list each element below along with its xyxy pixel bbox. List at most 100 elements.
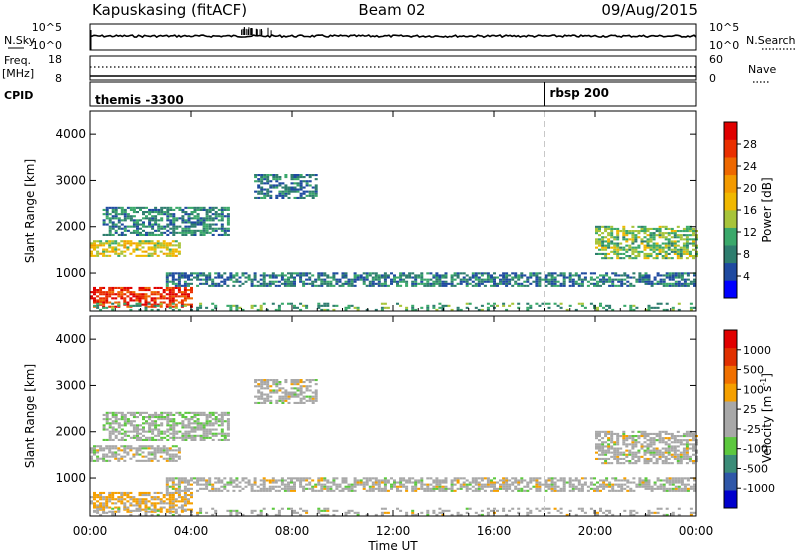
velocity-cell-5-1908	[260, 393, 264, 396]
power-cell-3-1242	[493, 278, 496, 281]
power-cell-1-372	[177, 244, 181, 247]
power-cell-1-225	[93, 254, 96, 257]
power-cell-3-1178	[450, 274, 454, 277]
power-cell-4-1637	[622, 234, 626, 237]
power-cell-3-1084	[390, 278, 393, 281]
power-cell-3-1379	[583, 278, 587, 281]
power-cell-3-1360	[571, 284, 575, 287]
power-cell-2-390	[108, 229, 112, 232]
velocity-cell-5-1904	[257, 379, 261, 382]
velocity-cell-3-799	[193, 481, 196, 484]
power-cell-4-1690	[637, 225, 641, 228]
power-cell-4-1579	[604, 225, 608, 228]
velocity-cell-3-1205	[471, 481, 475, 484]
velocity-cell-6-2093	[229, 513, 233, 516]
velocity-cell-3-1442	[632, 489, 636, 492]
velocity-cell-1-244	[102, 453, 106, 456]
power-cell-3-1516	[680, 282, 684, 285]
power-cell-2-636	[190, 213, 194, 216]
velocity-cell-3-1267	[508, 483, 512, 486]
velocity-cell-2-492	[142, 416, 145, 419]
power-cell-3-1419	[614, 278, 618, 281]
power-cell-3-909	[274, 276, 278, 279]
power-cell-2-729	[220, 217, 224, 220]
power-cell-3-1112	[411, 284, 415, 287]
power-cell-3-1094	[399, 284, 403, 287]
power-cell-6-2097	[235, 308, 239, 311]
power-cell-1-338	[159, 246, 163, 249]
power-cell-3-1472	[653, 276, 657, 279]
velocity-cell-4-1783	[664, 437, 668, 440]
velocity-cell-1-294	[132, 447, 136, 450]
power-cell-3-1004	[338, 280, 342, 283]
power-cell-6-2103	[250, 304, 254, 307]
power-cell-5-2006	[299, 184, 303, 187]
velocity-cell-6-2195	[493, 507, 496, 510]
power-cell-3-1410	[608, 280, 612, 283]
xtick-0: 00:00	[73, 524, 108, 538]
velocity-cell-6-2086	[199, 507, 203, 510]
velocity-cell-5-2003	[299, 397, 303, 400]
velocity-cell-4-1800	[670, 449, 674, 452]
power-cell-3-1329	[550, 278, 554, 281]
power-cell-5-1979	[290, 188, 294, 191]
power-cell-4-1824	[676, 240, 680, 243]
power-cell-0-32	[105, 301, 109, 304]
velocity-cell-2-659	[199, 438, 203, 441]
velocity-colorbar-block-1	[724, 472, 737, 491]
velocity-cell-1-357	[168, 447, 172, 450]
power-cell-4-1601	[610, 225, 614, 228]
velocity-cell-5-2033	[311, 395, 315, 398]
power-cell-2-436	[123, 229, 127, 232]
power-cell-3-1369	[577, 284, 581, 287]
velocity-cell-4-1662	[631, 453, 635, 456]
velocity-cell-5-1974	[287, 397, 291, 400]
velocity-cell-2-569	[169, 428, 173, 431]
power-cell-2-669	[202, 231, 206, 234]
power-cell-4-1801	[670, 242, 674, 245]
power-cell-4-1743	[655, 257, 659, 260]
power-cell-3-1412	[608, 276, 612, 279]
power-cell-3-1482	[662, 282, 666, 285]
power-cell-3-1267	[508, 278, 512, 281]
velocity-cell-3-1027	[353, 481, 357, 484]
power-cell-5-1935	[269, 186, 273, 189]
power-cell-3-845	[226, 284, 230, 287]
velocity-cell-0-34	[105, 502, 109, 505]
velocity-cell-2-394	[108, 424, 112, 427]
power-cell-6-2203	[517, 302, 521, 305]
power-cell-3-1038	[362, 278, 366, 281]
velocity-cell-3-1284	[520, 487, 524, 490]
velocity-cell-3-912	[277, 485, 281, 488]
power-cell-3-1068	[380, 284, 384, 287]
power-cell-4-1640	[622, 227, 626, 230]
power-cell-2-497	[145, 217, 148, 220]
power-cell-3-1284	[520, 282, 524, 285]
power-cell-4-1575	[604, 240, 608, 243]
power-cell-3-841	[223, 282, 227, 285]
velocity-cell-3-1450	[638, 479, 642, 482]
power-cell-0-82	[126, 286, 130, 289]
velocity-cell-0-215	[190, 502, 193, 505]
power-cell-1-373	[177, 242, 181, 245]
velocity-cell-5-2025	[308, 395, 312, 398]
power-cell-4-1594	[610, 242, 614, 245]
velocity-cell-5-1931	[266, 379, 270, 382]
power-cell-3-766	[171, 276, 175, 279]
power-cell-2-655	[196, 215, 200, 218]
velocity-cell-4-1791	[667, 447, 671, 450]
power-cell-0-55	[114, 286, 118, 289]
power-cell-3-1377	[580, 278, 584, 281]
power-cell-4-1748	[655, 244, 659, 247]
velocity-cell-2-667	[199, 411, 203, 414]
power-cell-2-603	[181, 221, 185, 224]
power-cell-2-626	[187, 215, 191, 218]
power-cell-3-1530	[686, 272, 690, 275]
velocity-cell-2-408	[114, 436, 118, 439]
power-cell-4-1614	[616, 250, 620, 253]
power-cell-3-1093	[396, 276, 399, 279]
velocity-cell-4-1776	[664, 457, 668, 460]
velocity-cell-3-1080	[386, 481, 390, 484]
power-cell-3-1437	[626, 276, 630, 279]
velocity-cell-6-2066	[144, 513, 148, 516]
